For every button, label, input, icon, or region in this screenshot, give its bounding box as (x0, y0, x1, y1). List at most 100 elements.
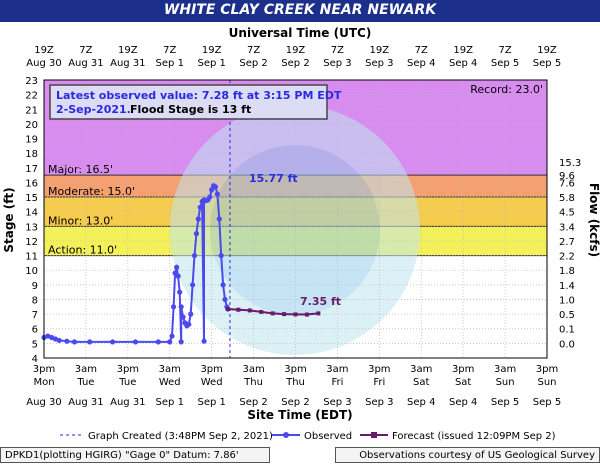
forecast-point (236, 307, 241, 312)
y-tick-label: 18 (25, 149, 38, 160)
x-tick-time: 3pm (536, 364, 558, 375)
top-tick-time: 19Z (370, 45, 390, 56)
observed-point (174, 264, 180, 270)
observed-point (190, 282, 196, 288)
x-tick-time: 3am (494, 364, 516, 375)
top-tick-date: Sep 2 (239, 58, 267, 69)
observed-point (201, 338, 207, 344)
x-tick-date: Sep 4 (407, 397, 435, 408)
y-tick-label: 17 (25, 164, 38, 175)
observed-point (155, 339, 161, 345)
latest-value-date: 2-Sep-2021. (56, 103, 131, 116)
y-tick-label: 13 (25, 222, 38, 233)
top-tick-date: Sep 3 (323, 58, 351, 69)
x-tick-day: Thu (243, 377, 263, 388)
legend-created-label: Graph Created (3:48PM Sep 2, 2021) (88, 431, 273, 442)
observed-point (197, 204, 203, 210)
x-tick-day: Sat (413, 377, 429, 388)
threshold-label-minor: Minor: 13.0' (48, 214, 113, 227)
forecast-point (293, 312, 298, 317)
x-tick-day: Mon (33, 377, 54, 388)
y-tick-label: 16 (25, 178, 38, 189)
plot-frame (43, 79, 548, 359)
y-tick-label: 10 (25, 266, 38, 277)
noaa-watermark (170, 105, 420, 355)
legend-observed-label: Observed (304, 431, 352, 442)
chart-title: WHITE CLAY CREEK NEAR NEWARK (163, 2, 437, 18)
observed-point (178, 304, 184, 310)
forecast-point (282, 312, 287, 317)
footer-credit: Observations courtesy of US Geological S… (335, 447, 600, 463)
top-tick-date: Aug 31 (110, 58, 145, 69)
y-tick-label: 21 (25, 105, 38, 116)
top-tick-time: 19Z (202, 45, 222, 56)
x-tick-date: Aug 31 (68, 397, 103, 408)
observed-point (214, 191, 220, 197)
x-tick-date: Aug 31 (110, 397, 145, 408)
flow-tick-label: 15.3 (559, 158, 581, 169)
title-bar: WHITE CLAY CREEK NEAR NEWARK (0, 0, 600, 22)
top-tick-date: Aug 31 (68, 58, 103, 69)
x-tick-date: Aug 30 (26, 397, 61, 408)
latest-value-box: Latest observed value: 7.28 ft at 3:15 P… (49, 84, 342, 120)
legend-forecast-marker (371, 432, 377, 438)
top-tick-time: 19Z (286, 45, 306, 56)
y-tick-label: 12 (25, 237, 38, 248)
top-tick-date: Sep 4 (407, 58, 435, 69)
observed-point (169, 333, 175, 339)
legend-observed-marker (283, 432, 289, 438)
x-tick-day: Wed (159, 377, 181, 388)
x-tick-day: Fri (373, 377, 385, 388)
y-tick-label: 22 (25, 91, 38, 102)
hydrograph-chart: Action: 11.0' Minor: 13.0' Moderate: 15.0'… (2, 26, 600, 442)
legend-forecast-label: Forecast (issued 12:09PM Sep 2) (392, 431, 556, 442)
top-tick-date: Sep 1 (156, 58, 184, 69)
top-tick-time: 7Z (415, 45, 428, 56)
latest-value-line1: Latest observed value: 7.28 ft at 3:15 P… (56, 89, 342, 102)
flow-tick-label: 1.8 (559, 266, 575, 277)
latest-stage-label: 7.35 ft (300, 295, 341, 308)
observed-point (220, 282, 226, 288)
observed-point (170, 304, 177, 310)
series-layer (41, 183, 321, 345)
observed-point (178, 339, 184, 345)
flow-tick-label: 4.5 (559, 208, 575, 219)
y-tick-label: 23 (25, 76, 38, 87)
flow-tick-label: 5.8 (559, 193, 575, 204)
flood-stage-text: Flood Stage is 13 ft (130, 103, 251, 116)
x-tick-day: Fri (331, 377, 343, 388)
observed-point (64, 338, 70, 344)
forecast-point (247, 308, 252, 313)
flow-tick-label: 0.5 (559, 310, 575, 321)
observed-point (186, 321, 192, 327)
observed-point (71, 339, 78, 345)
top-tick-date: Sep 3 (365, 58, 393, 69)
footer-datum: DPKD1(plotting HGIRG) "Gage 0" Datum: 7.… (0, 447, 270, 463)
top-tick-date: Sep 4 (449, 58, 477, 69)
flow-tick-label: 0.0 (559, 339, 575, 350)
x-tick-time: 3am (410, 364, 432, 375)
observed-point (87, 339, 93, 345)
observed-point (218, 252, 224, 259)
flow-tick-label: 2.7 (559, 237, 575, 248)
peak-label: 15.77 ft (249, 172, 298, 185)
y-tick-label: 15 (25, 193, 38, 204)
x-tick-date: Sep 4 (449, 397, 477, 408)
flow-tick-label: 0.1 (559, 325, 575, 336)
flow-tick-label: 2.2 (559, 252, 575, 263)
observed-point (209, 187, 215, 193)
observed-point (180, 314, 186, 320)
x-tick-date: Sep 1 (156, 397, 184, 408)
bottom-axis-title: Site Time (EDT) (247, 408, 352, 422)
x-tick-date: Sep 5 (533, 397, 561, 408)
forecast-point (259, 309, 264, 314)
observed-point (109, 339, 116, 345)
right-axis-title: Flow (kcfs) (587, 183, 600, 257)
x-tick-day: Sun (496, 377, 515, 388)
x-tick-date: Sep 3 (365, 397, 393, 408)
x-tick-time: 3am (242, 364, 264, 375)
x-tick-time: 3pm (368, 364, 390, 375)
observed-point (191, 252, 198, 259)
observed-point (212, 184, 219, 190)
forecast-point (304, 312, 309, 317)
